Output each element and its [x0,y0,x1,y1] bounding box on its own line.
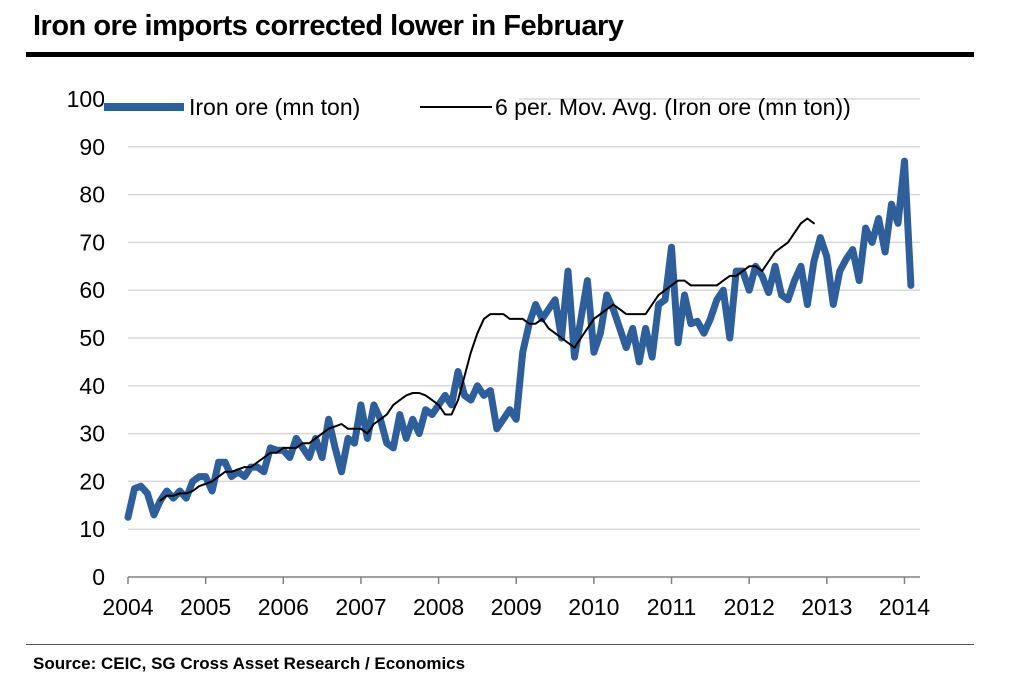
x-axis: 2004 2005 2006 2007 2008 2009 2010 2011 2012 2013… [102,576,930,620]
series-line-moving-avg [159,217,815,502]
legend: Iron ore (mn ton) 6 per. Mov. Avg. (Iron… [104,92,851,124]
y-tick-label: 0 [92,564,105,590]
y-axis-tick-labels: 0 10 20 30 40 50 60 70 80 90 100 [67,86,105,590]
title-rule [26,52,974,57]
x-tick-label: 2014 [879,594,930,620]
y-tick-label: 80 [79,182,105,208]
y-tick-label: 70 [79,229,105,255]
y-tick-label: 50 [79,325,105,351]
y-tick-label: 100 [67,86,105,112]
y-tick-label: 30 [79,421,105,447]
y-tick-label: 60 [79,277,105,303]
x-tick-label: 2006 [258,594,309,620]
source-note: Source: CEIC, SG Cross Asset Research / … [33,654,466,673]
legend-label-moving-avg: 6 per. Mov. Avg. (Iron ore (mn ton)) [495,94,851,120]
x-tick-label: 2010 [568,594,619,620]
y-tick-label: 20 [79,468,105,494]
x-tick-label: 2008 [413,594,464,620]
footer-rule [26,644,974,645]
x-tick-label: 2005 [180,594,231,620]
x-tick-label: 2013 [801,594,852,620]
gridlines [128,98,920,530]
y-tick-label: 10 [79,516,105,542]
chart-title: Iron ore imports corrected lower in Febr… [33,10,624,42]
x-tick-label: 2011 [647,594,696,620]
series-line-iron-ore [124,157,915,521]
y-tick-label: 90 [79,134,105,160]
x-tick-label: 2009 [491,594,542,620]
x-tick-label: 2004 [102,594,153,620]
legend-label-iron-ore: Iron ore (mn ton) [189,94,360,120]
y-tick-label: 40 [79,373,105,399]
x-tick-label: 2012 [724,594,775,620]
x-tick-label: 2007 [335,594,386,620]
series-lines [124,157,915,521]
